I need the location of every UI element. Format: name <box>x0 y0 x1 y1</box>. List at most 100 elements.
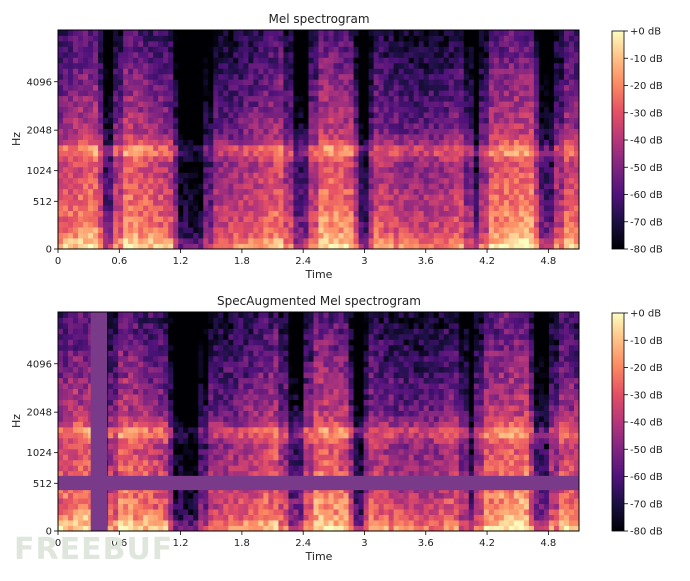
heatmap-cell <box>564 123 569 129</box>
heatmap-cell <box>148 63 153 69</box>
heatmap-cell <box>504 200 509 206</box>
heatmap-cell <box>233 35 238 41</box>
heatmap-cell <box>128 200 133 206</box>
heatmap-cell <box>519 63 524 69</box>
heatmap-cell <box>63 79 68 85</box>
heatmap-cell <box>168 189 173 195</box>
heatmap-cell <box>489 140 494 146</box>
heatmap-cell <box>168 183 173 189</box>
heatmap-cell <box>128 515 133 521</box>
heatmap-cell <box>183 172 188 178</box>
heatmap-cell <box>359 227 364 233</box>
heatmap-cell <box>293 233 298 239</box>
heatmap-cell <box>273 211 278 217</box>
heatmap-cell <box>118 432 123 438</box>
heatmap-cell <box>83 227 88 233</box>
heatmap-cell <box>153 422 158 428</box>
heatmap-cell <box>379 90 384 96</box>
heatmap-cell <box>464 112 469 118</box>
heatmap-cell <box>133 520 138 526</box>
heatmap-cell <box>549 233 554 239</box>
heatmap-cell <box>514 68 519 74</box>
heatmap-cell <box>434 189 439 195</box>
heatmap-cell <box>544 74 549 80</box>
heatmap-cell <box>554 140 559 146</box>
heatmap-cell <box>228 178 233 184</box>
heatmap-cell <box>68 449 73 455</box>
heatmap-cell <box>429 35 434 41</box>
heatmap-cell <box>218 129 223 135</box>
heatmap-cell <box>203 123 208 129</box>
heatmap-cell <box>489 145 494 151</box>
heatmap-cell <box>419 74 424 80</box>
heatmap-cell <box>178 68 183 74</box>
heatmap-cell <box>58 35 63 41</box>
heatmap-cell <box>449 90 454 96</box>
heatmap-cell <box>479 238 484 244</box>
heatmap-cell <box>559 46 564 52</box>
heatmap-cell <box>469 63 474 69</box>
heatmap-cell <box>133 85 138 91</box>
heatmap-cell <box>238 46 243 52</box>
heatmap-cell <box>118 416 123 422</box>
heatmap-cell <box>344 90 349 96</box>
heatmap-cell <box>444 46 449 52</box>
heatmap-cell <box>549 150 554 156</box>
heatmap-cell <box>499 156 504 162</box>
heatmap-cell <box>183 118 188 124</box>
heatmap-cell <box>308 211 313 217</box>
heatmap-cell <box>118 161 123 167</box>
heatmap-cell <box>203 57 208 63</box>
heatmap-cell <box>258 63 263 69</box>
heatmap-cell <box>339 200 344 206</box>
heatmap-cell <box>138 367 143 373</box>
heatmap-cell <box>303 90 308 96</box>
heatmap-cell <box>78 129 83 135</box>
heatmap-cell <box>133 422 138 428</box>
heatmap-cell <box>283 172 288 178</box>
heatmap-cell <box>489 200 494 206</box>
heatmap-cell <box>534 233 539 239</box>
heatmap-cell <box>123 222 128 228</box>
heatmap-cell <box>253 233 258 239</box>
heatmap-cell <box>108 438 113 444</box>
heatmap-cell <box>83 134 88 140</box>
heatmap-cell <box>519 140 524 146</box>
heatmap-cell <box>208 216 213 222</box>
heatmap-cell <box>73 405 78 411</box>
heatmap-cell <box>153 96 158 102</box>
heatmap-cell <box>148 367 153 373</box>
heatmap-cell <box>349 107 354 113</box>
heatmap-cell <box>88 200 93 206</box>
heatmap-cell <box>208 140 213 146</box>
heatmap-cell <box>494 178 499 184</box>
heatmap-cell <box>384 172 389 178</box>
heatmap-cell <box>133 465 138 471</box>
heatmap-cell <box>394 233 399 239</box>
heatmap-cell <box>253 68 258 74</box>
heatmap-cell <box>429 227 434 233</box>
heatmap-cell <box>83 129 88 135</box>
heatmap-cell <box>303 156 308 162</box>
heatmap-cell <box>123 422 128 428</box>
heatmap-cell <box>118 118 123 124</box>
heatmap-cell <box>359 167 364 173</box>
heatmap-cell <box>248 35 253 41</box>
heatmap-cell <box>163 96 168 102</box>
heatmap-cell <box>489 35 494 41</box>
heatmap-cell <box>344 194 349 200</box>
heatmap-cell <box>544 90 549 96</box>
heatmap-cell <box>128 405 133 411</box>
heatmap-cell <box>404 172 409 178</box>
heatmap-cell <box>78 200 83 206</box>
heatmap-cell <box>108 129 113 135</box>
heatmap-cell <box>108 90 113 96</box>
heatmap-cell <box>519 200 524 206</box>
heatmap-cell <box>544 123 549 129</box>
heatmap-cell <box>273 134 278 140</box>
heatmap-cell <box>238 205 243 211</box>
heatmap-cell <box>118 211 123 217</box>
heatmap-cell <box>163 101 168 107</box>
heatmap-cell <box>213 134 218 140</box>
heatmap-cell <box>118 30 123 36</box>
